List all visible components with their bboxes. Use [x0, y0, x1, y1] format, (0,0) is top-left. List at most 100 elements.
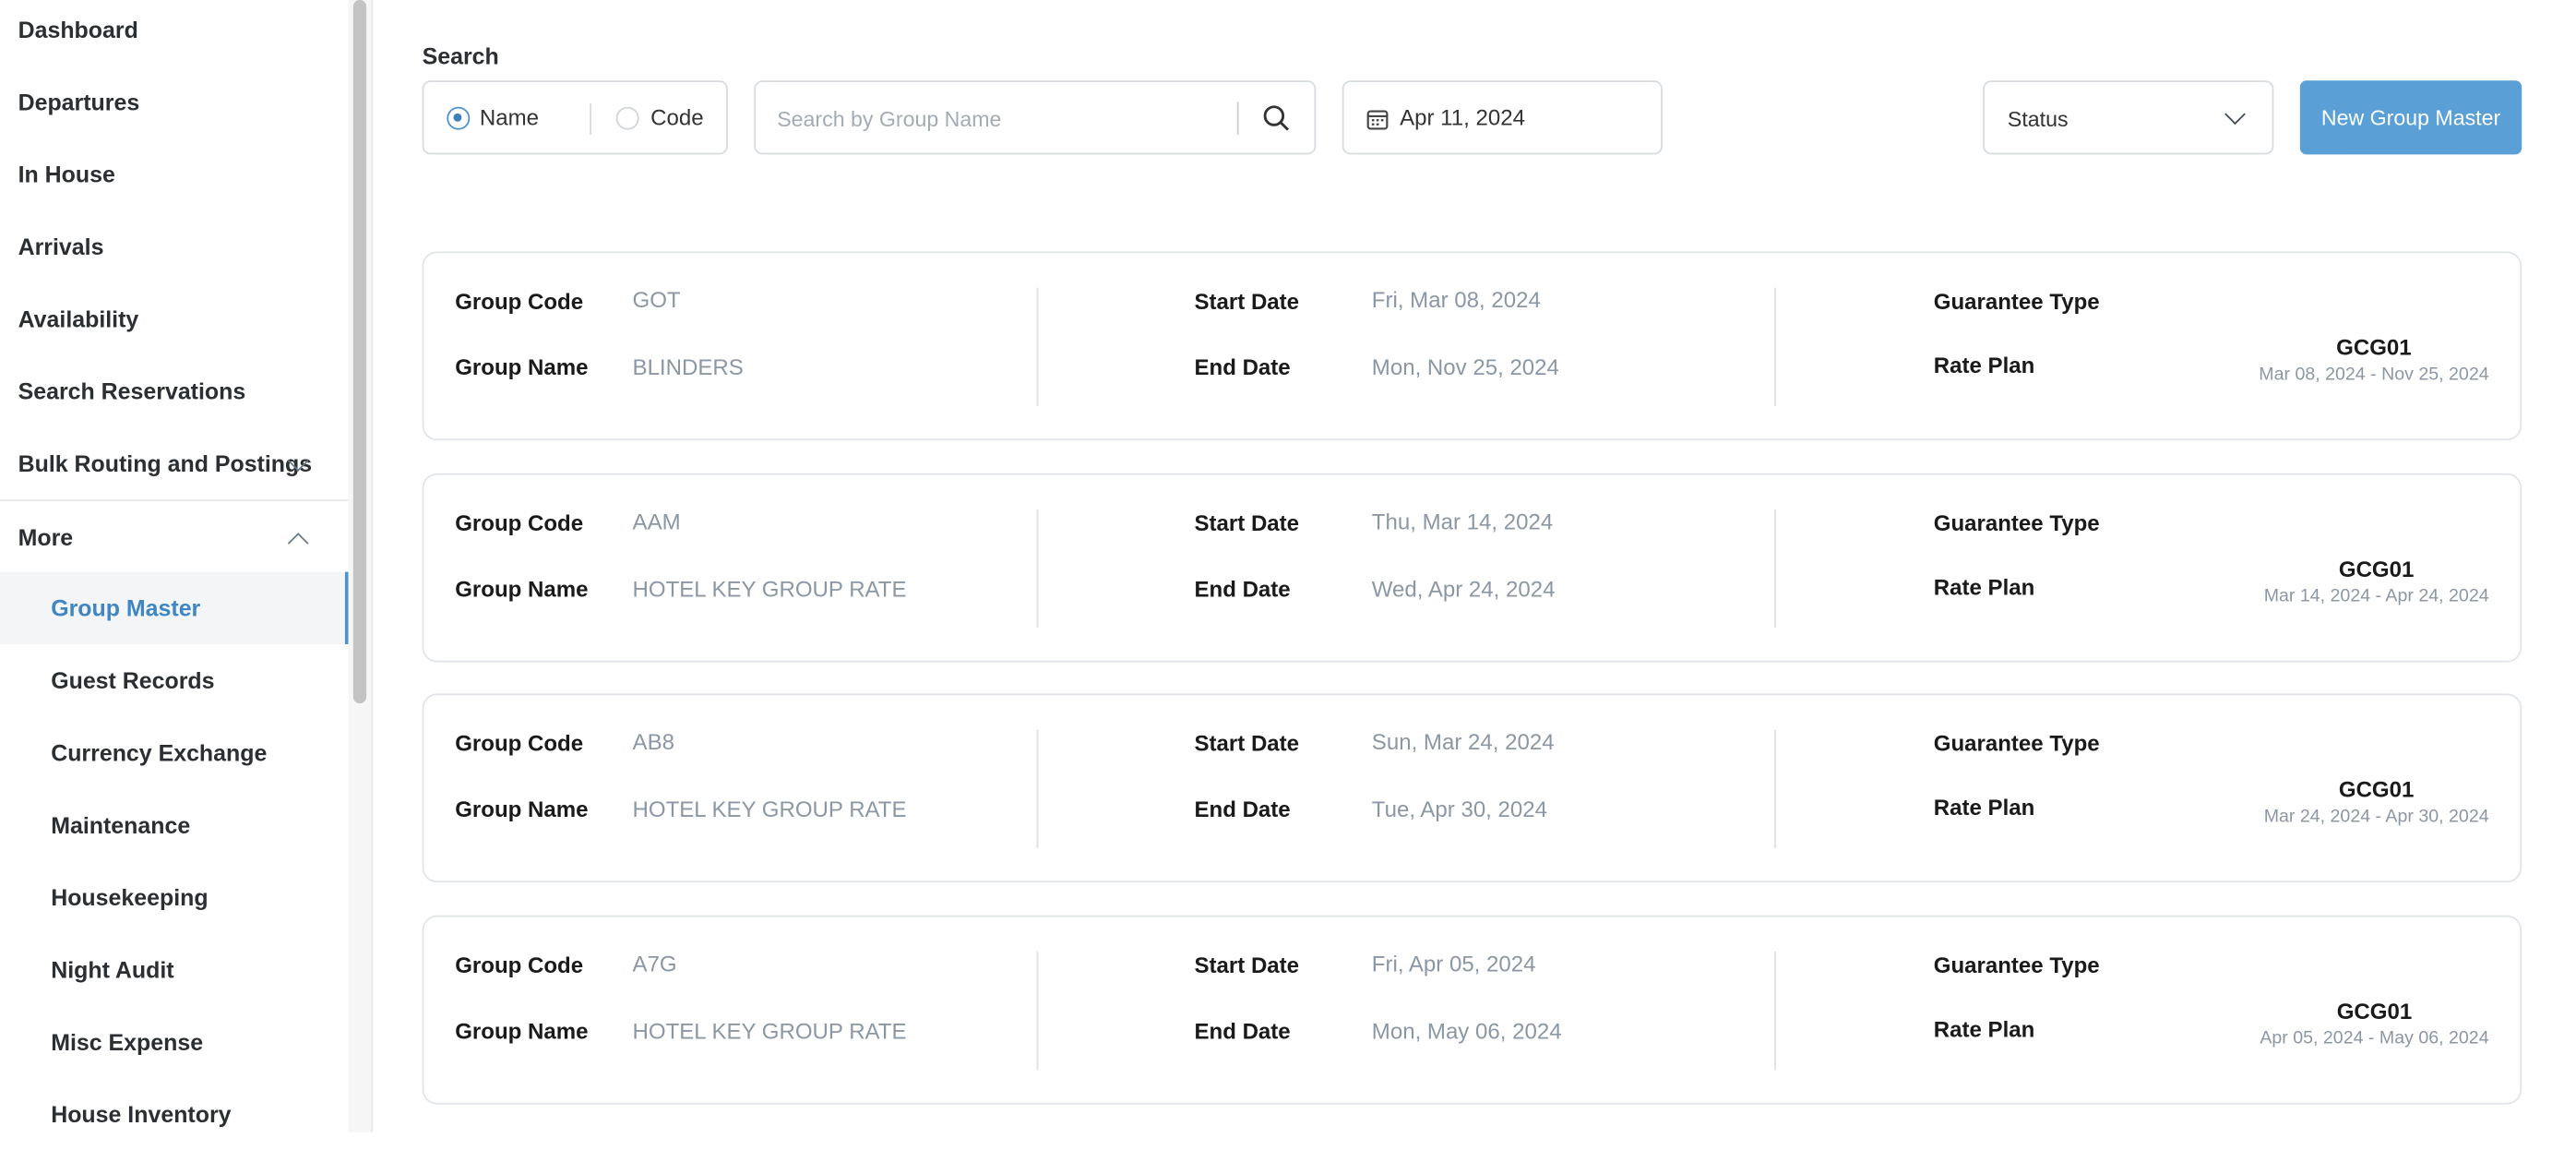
- new-group-master-button[interactable]: New Group Master: [2299, 80, 2522, 155]
- divider: [1036, 287, 1039, 406]
- divider: [0, 499, 349, 502]
- divider: [1036, 509, 1039, 629]
- search-mode-toggle: Name Code: [422, 80, 728, 155]
- group-code-value: A7G: [632, 951, 677, 976]
- group-name-value: HOTEL KEY GROUP RATE: [632, 1018, 907, 1044]
- start-date-value: Sun, Mar 24, 2024: [1371, 729, 1555, 755]
- end-date-label: End Date: [1194, 354, 1291, 380]
- sidebar-item-more[interactable]: More: [0, 501, 348, 573]
- start-date-value: Thu, Mar 14, 2024: [1371, 509, 1554, 534]
- start-date-label: Start Date: [1194, 731, 1300, 757]
- group-name-label: Group Name: [455, 797, 589, 822]
- group-code-label: Group Code: [455, 510, 584, 536]
- group-card[interactable]: Group Code A7G Group Name HOTEL KEY GROU…: [422, 915, 2522, 1105]
- rate-plan-value: GCG01 Mar 08, 2024 - Nov 25, 2024: [2259, 335, 2488, 384]
- group-card[interactable]: Group Code GOT Group Name BLINDERS Start…: [422, 251, 2522, 441]
- radio-name[interactable]: [447, 106, 471, 130]
- group-code-label: Group Code: [455, 952, 584, 978]
- group-name-value: BLINDERS: [632, 354, 744, 380]
- end-date-value: Mon, May 06, 2024: [1371, 1018, 1562, 1044]
- sidebar-item-maintenance[interactable]: Maintenance: [0, 789, 348, 861]
- sidebar-item-group-master[interactable]: Group Master: [0, 571, 349, 644]
- rate-plan-value: GCG01 Mar 24, 2024 - Apr 30, 2024: [2264, 777, 2489, 826]
- sidebar-item-label: Group Master: [51, 594, 201, 622]
- sidebar-item-label: Currency Exchange: [51, 739, 268, 766]
- group-name-value: HOTEL KEY GROUP RATE: [632, 797, 907, 822]
- divider: [1774, 951, 1776, 1071]
- sidebar-item-currency-exchange[interactable]: Currency Exchange: [0, 716, 348, 788]
- search-icon[interactable]: [1262, 103, 1292, 133]
- sidebar-item-label: Availability: [18, 305, 139, 332]
- divider: [1036, 951, 1039, 1071]
- chevron-up-icon: [287, 533, 309, 554]
- date-value: Apr 11, 2024: [1400, 104, 1525, 130]
- chevron-down-icon: [2224, 103, 2246, 126]
- guarantee-type-label: Guarantee Type: [1933, 731, 2100, 757]
- sidebar-item-label: Night Audit: [51, 956, 174, 983]
- rate-plan-label: Rate Plan: [1933, 353, 2035, 378]
- sidebar-item-departures[interactable]: Departures: [0, 66, 348, 138]
- divider: [1774, 287, 1776, 406]
- end-date-value: Mon, Nov 25, 2024: [1371, 354, 1559, 380]
- group-card[interactable]: Group Code AB8 Group Name HOTEL KEY GROU…: [422, 693, 2522, 883]
- rate-plan-code: GCG01: [2336, 335, 2412, 360]
- sidebar-item-bulk-routing[interactable]: Bulk Routing and Postings: [0, 427, 348, 499]
- sidebar-item-label: Arrivals: [18, 233, 104, 260]
- rate-plan-range: Mar 14, 2024 - Apr 24, 2024: [2263, 586, 2489, 607]
- sidebar-item-night-audit[interactable]: Night Audit: [0, 933, 348, 1005]
- end-date-label: End Date: [1194, 576, 1291, 602]
- sidebar-item-label: Guest Records: [51, 666, 215, 694]
- sidebar-item-guest-records[interactable]: Guest Records: [0, 644, 348, 716]
- sidebar-item-arrivals[interactable]: Arrivals: [0, 210, 348, 282]
- start-date-label: Start Date: [1194, 289, 1300, 315]
- guarantee-type-label: Guarantee Type: [1933, 510, 2100, 536]
- radio-name-label[interactable]: Name: [479, 104, 540, 130]
- end-date-value: Wed, Apr 24, 2024: [1371, 576, 1556, 602]
- radio-code-label[interactable]: Code: [650, 104, 704, 130]
- sidebar-item-housekeeping[interactable]: Housekeeping: [0, 861, 348, 933]
- sidebar-item-label: House Inventory: [51, 1101, 232, 1128]
- sidebar-item-availability[interactable]: Availability: [0, 282, 348, 354]
- group-name-label: Group Name: [455, 354, 589, 380]
- group-card[interactable]: Group Code AAM Group Name HOTEL KEY GROU…: [422, 473, 2522, 663]
- sidebar-item-label: Dashboard: [18, 16, 138, 43]
- sidebar: Dashboard Departures In House Arrivals A…: [0, 0, 349, 1132]
- divider: [590, 103, 592, 136]
- search-input[interactable]: Search by Group Name: [754, 80, 1317, 155]
- sidebar-scrollbar-thumb[interactable]: [352, 0, 367, 704]
- sidebar-item-dashboard[interactable]: Dashboard: [0, 0, 348, 66]
- date-picker[interactable]: Apr 11, 2024: [1342, 80, 1663, 155]
- group-code-label: Group Code: [455, 731, 584, 757]
- rate-plan-value: GCG01 Apr 05, 2024 - May 06, 2024: [2260, 1000, 2488, 1048]
- rate-plan-label: Rate Plan: [1933, 575, 2035, 600]
- rate-plan-value: GCG01 Mar 14, 2024 - Apr 24, 2024: [2264, 557, 2489, 606]
- sidebar-item-label: Misc Expense: [51, 1028, 204, 1056]
- group-code-value: AAM: [632, 509, 681, 534]
- sidebar-item-misc-expense[interactable]: Misc Expense: [0, 1006, 348, 1078]
- group-code-label: Group Code: [455, 289, 584, 315]
- sidebar-item-house-inventory[interactable]: House Inventory: [0, 1078, 348, 1150]
- status-dropdown[interactable]: Status: [1983, 80, 2274, 155]
- search-label: Search: [422, 42, 499, 69]
- group-name-label: Group Name: [455, 576, 589, 602]
- group-name-label: Group Name: [455, 1018, 589, 1044]
- group-code-value: AB8: [632, 729, 674, 755]
- sidebar-item-search-reservations[interactable]: Search Reservations: [0, 355, 348, 427]
- divider: [1774, 729, 1776, 848]
- group-name-value: HOTEL KEY GROUP RATE: [632, 576, 907, 602]
- sidebar-item-label: Housekeeping: [51, 883, 209, 911]
- divider: [1774, 509, 1776, 629]
- sidebar-item-in-house[interactable]: In House: [0, 138, 348, 210]
- sidebar-item-label: Bulk Routing and Postings: [18, 449, 313, 477]
- divider: [1236, 102, 1239, 136]
- start-date-label: Start Date: [1194, 510, 1300, 536]
- end-date-label: End Date: [1194, 797, 1291, 822]
- rate-plan-label: Rate Plan: [1933, 795, 2035, 821]
- guarantee-type-label: Guarantee Type: [1933, 289, 2100, 315]
- sidebar-item-label: Departures: [18, 89, 140, 115]
- sidebar-item-label: More: [18, 524, 74, 551]
- sidebar-item-label: Maintenance: [51, 811, 191, 839]
- rate-plan-range: Mar 08, 2024 - Nov 25, 2024: [2259, 365, 2489, 385]
- rate-plan-code: GCG01: [2338, 777, 2415, 802]
- radio-code[interactable]: [615, 106, 639, 130]
